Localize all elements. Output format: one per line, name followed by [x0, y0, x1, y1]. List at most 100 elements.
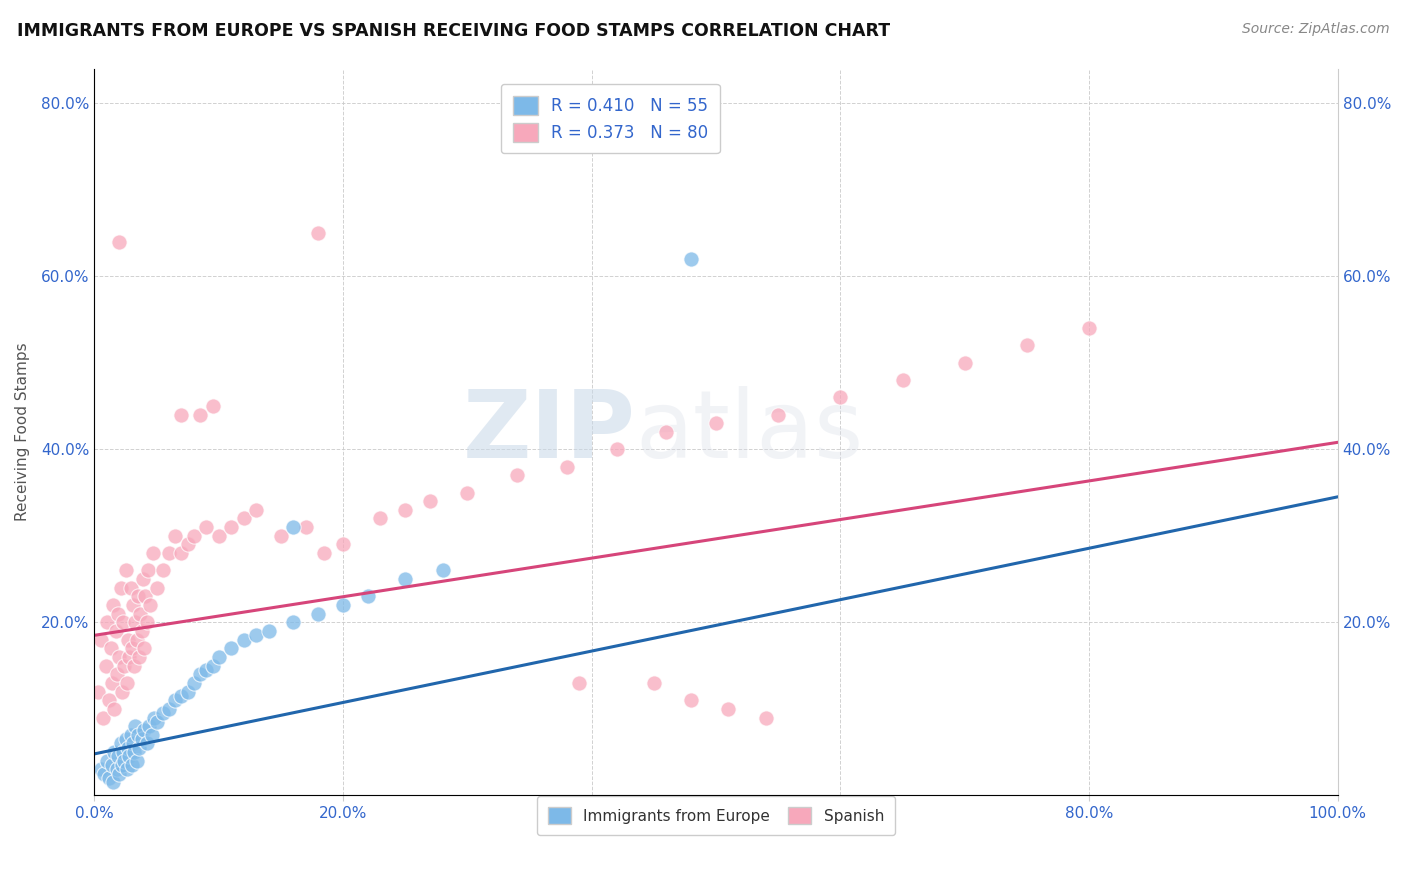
Point [555, 459, 578, 474]
Point [307, 226, 329, 240]
Legend: Immigrants from Europe, Spanish: Immigrants from Europe, Spanish [537, 796, 894, 835]
Point [135, 615, 157, 630]
Point [117, 632, 139, 647]
Point [105, 667, 128, 681]
Point [141, 728, 163, 742]
Point [132, 572, 155, 586]
Point [111, 758, 134, 772]
Point [357, 590, 380, 604]
Point [111, 684, 134, 698]
Point [394, 503, 416, 517]
Point [143, 710, 166, 724]
Text: IMMIGRANTS FROM EUROPE VS SPANISH RECEIVING FOOD STAMPS CORRELATION CHART: IMMIGRANTS FROM EUROPE VS SPANISH RECEIV… [17, 22, 890, 40]
Point [131, 624, 153, 638]
Point [98, 693, 121, 707]
Point [704, 417, 727, 431]
Point [755, 710, 778, 724]
Point [681, 252, 703, 266]
Text: Source: ZipAtlas.com: Source: ZipAtlas.com [1241, 22, 1389, 37]
Point [114, 563, 136, 577]
Point [953, 356, 976, 370]
Point [96, 615, 118, 630]
Point [170, 546, 193, 560]
Point [120, 728, 142, 742]
Point [195, 520, 218, 534]
Point [188, 408, 211, 422]
Point [766, 408, 789, 422]
Point [717, 702, 740, 716]
Point [157, 546, 180, 560]
Point [681, 693, 703, 707]
Point [152, 706, 174, 721]
Point [134, 590, 156, 604]
Y-axis label: Receiving Food Stamps: Receiving Food Stamps [15, 343, 30, 521]
Point [165, 693, 187, 707]
Text: atlas: atlas [636, 386, 863, 478]
Point [118, 749, 141, 764]
Point [112, 745, 135, 759]
Point [136, 563, 159, 577]
Point [107, 749, 129, 764]
Point [245, 628, 267, 642]
Point [394, 572, 416, 586]
Point [101, 598, 124, 612]
Point [830, 390, 852, 404]
Point [128, 740, 150, 755]
Point [419, 494, 441, 508]
Point [643, 676, 665, 690]
Point [100, 641, 122, 656]
Point [120, 581, 142, 595]
Point [170, 408, 193, 422]
Point [104, 624, 127, 638]
Point [105, 763, 128, 777]
Point [139, 598, 162, 612]
Point [332, 598, 354, 612]
Point [655, 425, 678, 439]
Point [112, 754, 135, 768]
Point [117, 740, 139, 755]
Point [188, 667, 211, 681]
Point [295, 520, 318, 534]
Point [201, 399, 224, 413]
Point [307, 607, 329, 621]
Point [122, 658, 145, 673]
Point [568, 676, 591, 690]
Point [121, 758, 143, 772]
Point [91, 710, 114, 724]
Point [93, 766, 115, 780]
Point [107, 607, 129, 621]
Point [177, 684, 200, 698]
Point [108, 649, 131, 664]
Point [432, 563, 454, 577]
Point [506, 468, 529, 483]
Point [98, 771, 121, 785]
Point [112, 658, 135, 673]
Point [122, 745, 145, 759]
Point [165, 529, 187, 543]
Point [87, 684, 110, 698]
Point [127, 728, 149, 742]
Point [232, 632, 254, 647]
Point [257, 624, 280, 638]
Text: ZIP: ZIP [463, 386, 636, 478]
Point [118, 649, 141, 664]
Point [232, 511, 254, 525]
Point [283, 520, 305, 534]
Point [138, 719, 160, 733]
Point [101, 676, 124, 690]
Point [94, 658, 117, 673]
Point [314, 546, 336, 560]
Point [177, 537, 200, 551]
Point [96, 754, 118, 768]
Point [183, 676, 205, 690]
Point [208, 529, 231, 543]
Point [283, 615, 305, 630]
Point [1015, 338, 1038, 352]
Point [170, 689, 193, 703]
Point [134, 641, 156, 656]
Point [115, 763, 138, 777]
Point [134, 723, 156, 738]
Point [122, 736, 145, 750]
Point [201, 658, 224, 673]
Point [101, 775, 124, 789]
